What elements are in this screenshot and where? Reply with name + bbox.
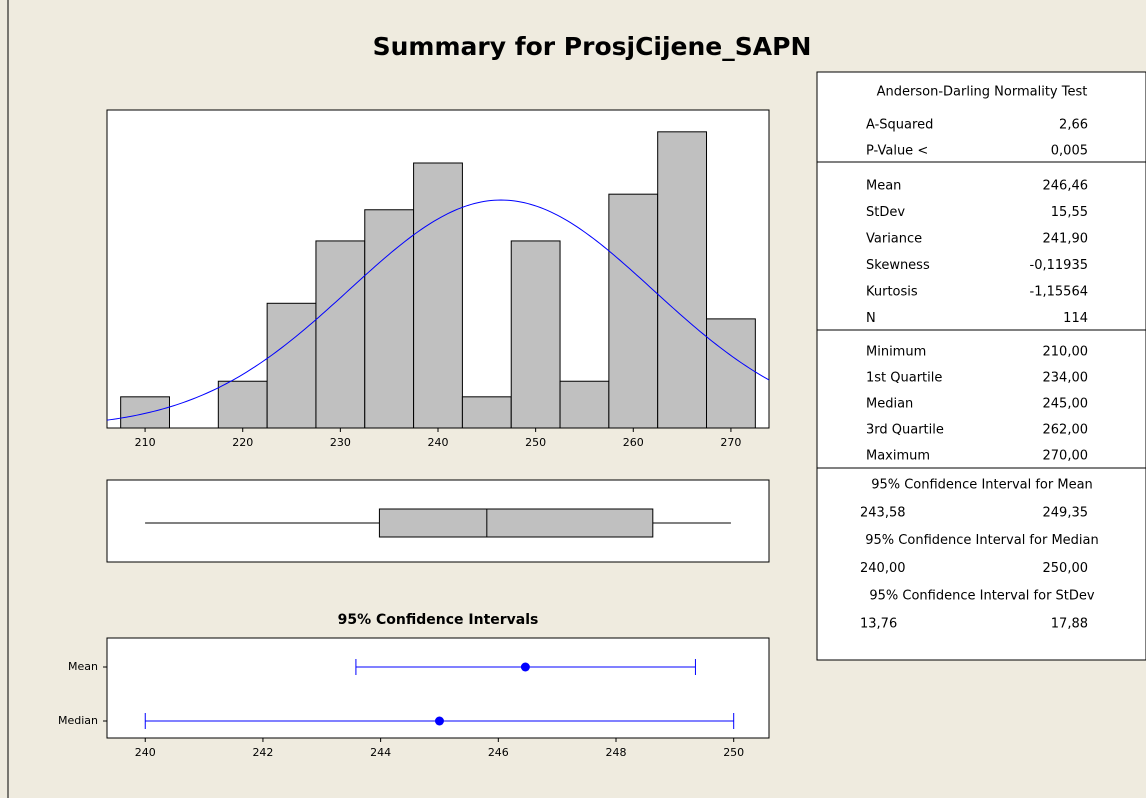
histogram-bar [413, 162, 463, 429]
stat-value: 114 [1063, 311, 1088, 326]
x-tick-label: 210 [135, 436, 156, 449]
x-tick-label: 244 [370, 746, 391, 759]
histogram-bar [461, 396, 512, 429]
histogram-bar [364, 209, 415, 429]
stat-value: 15,55 [1051, 205, 1088, 220]
y-tick-label: Median [58, 714, 98, 727]
x-tick-label: 270 [720, 436, 741, 449]
x-tick-label: 230 [330, 436, 351, 449]
interval-point [520, 662, 530, 672]
interval-title: 95% Confidence Intervals [338, 612, 539, 628]
stat-name: Minimum [866, 345, 926, 360]
interval-lower: 240,00 [860, 561, 906, 576]
x-tick-label: 250 [525, 436, 546, 449]
y-tick-label: Mean [68, 660, 98, 673]
interval-heading: 95% Confidence Interval for Mean [871, 478, 1093, 493]
stat-value: 210,00 [1043, 345, 1089, 360]
x-tick-label: 242 [252, 746, 273, 759]
stat-value: 241,90 [1043, 232, 1089, 247]
stat-name: 1st Quartile [866, 371, 942, 386]
stat-name: N [866, 311, 876, 326]
x-tick-label: 240 [135, 746, 156, 759]
interval-heading: 95% Confidence Interval for Median [865, 533, 1098, 548]
stat-value: 2,66 [1059, 118, 1088, 133]
interval-lower: 243,58 [860, 506, 906, 521]
stat-name: Median [866, 397, 913, 412]
stats-table [816, 71, 1146, 661]
title: Summary for ProsjCijene_SAPN [373, 32, 812, 61]
histogram-bar [510, 240, 561, 429]
interval-upper: 17,88 [1051, 617, 1088, 632]
stat-name: Variance [866, 232, 922, 247]
histogram-bar [120, 396, 170, 429]
histogram-bar [657, 131, 708, 429]
test-title: Anderson-Darling Normality Test [877, 85, 1088, 100]
x-tick-label: 260 [623, 436, 644, 449]
stat-name: Maximum [866, 449, 930, 464]
histogram-bar [559, 380, 610, 429]
stat-value: 262,00 [1043, 423, 1089, 438]
stat-name: Kurtosis [866, 285, 918, 300]
interval-upper: 249,35 [1043, 506, 1089, 521]
x-tick-label: 250 [723, 746, 744, 759]
stat-name: Mean [866, 179, 901, 194]
interval-upper: 250,00 [1043, 561, 1089, 576]
stat-name: 3rd Quartile [866, 423, 944, 438]
x-tick-label: 240 [428, 436, 449, 449]
stat-name: Skewness [866, 258, 930, 273]
x-tick-label: 246 [488, 746, 509, 759]
stat-value: 246,46 [1043, 179, 1089, 194]
histogram-bar [217, 380, 268, 429]
histogram-bar [266, 302, 317, 429]
x-tick-label: 220 [232, 436, 253, 449]
box [378, 508, 654, 538]
interval-heading: 95% Confidence Interval for StDev [869, 589, 1095, 604]
stat-name: StDev [866, 205, 905, 220]
stat-value: 0,005 [1051, 144, 1088, 159]
histogram-bar [608, 193, 659, 429]
stat-value: -1,15564 [1030, 285, 1088, 300]
x-tick-label: 248 [606, 746, 627, 759]
stat-value: 270,00 [1043, 449, 1089, 464]
interval-point [434, 716, 444, 726]
stat-value: -0,11935 [1030, 258, 1088, 273]
stat-name: A-Squared [866, 118, 933, 133]
histogram-bar [315, 240, 366, 429]
normal-curve [107, 199, 769, 421]
stat-name: P-Value < [866, 144, 928, 159]
stat-value: 245,00 [1043, 397, 1089, 412]
interval-lower: 13,76 [860, 617, 897, 632]
stat-value: 234,00 [1043, 371, 1089, 386]
histogram-bar [706, 318, 756, 429]
